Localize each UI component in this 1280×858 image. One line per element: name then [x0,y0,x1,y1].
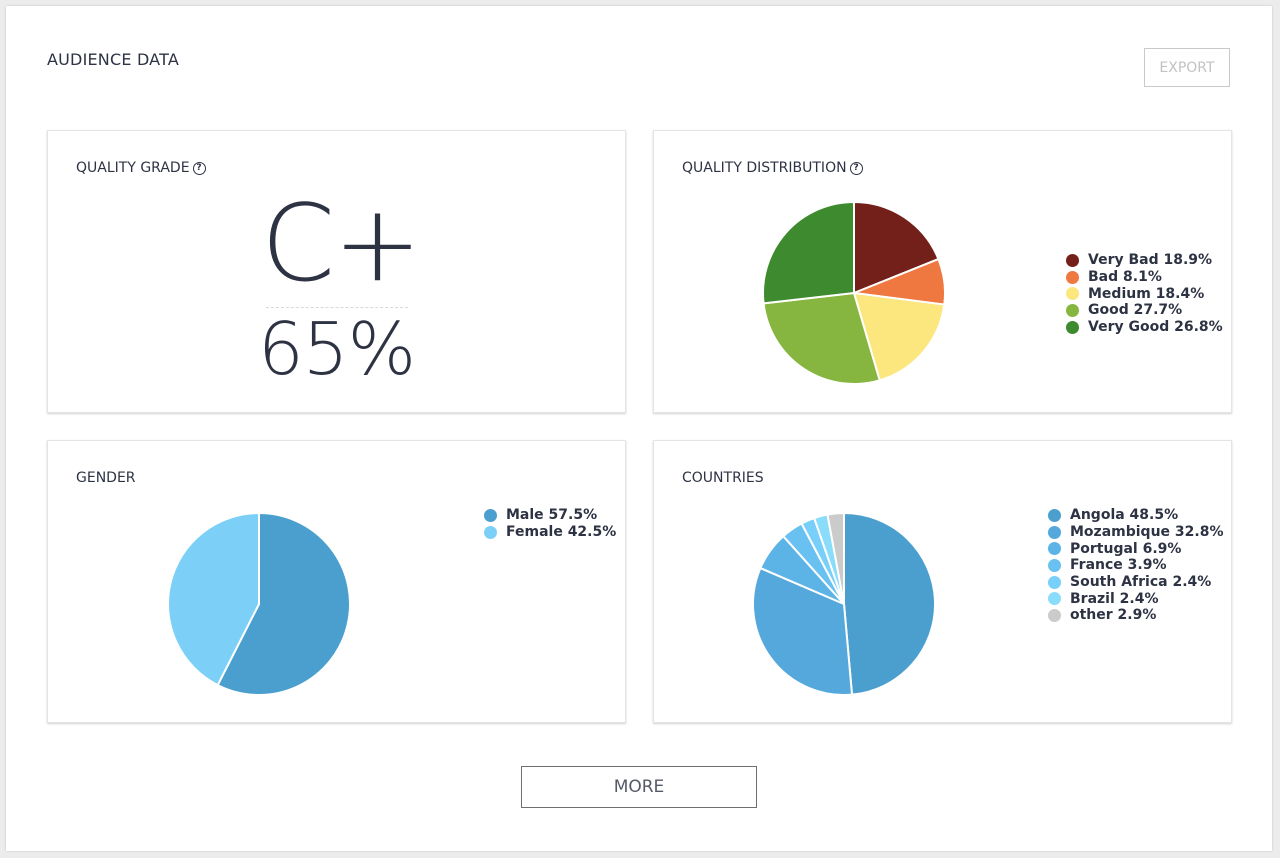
countries-pie-chart [752,511,937,697]
legend-label: Angola 48.5% [1070,507,1179,524]
legend-item-angola[interactable]: Angola 48.5% [1048,507,1223,524]
legend-label: Portugal 6.9% [1070,540,1182,557]
pie-slice-very-good[interactable] [762,201,855,305]
legend-label: Very Good 26.8% [1088,319,1223,336]
legend-label: Good 27.7% [1088,302,1183,319]
help-icon[interactable]: ? [849,161,863,175]
grade-divider [266,307,408,308]
legend-dot-icon [1048,508,1061,522]
gender-pie-chart [167,512,351,696]
legend-item-very-good[interactable]: Very Good 26.8% [1066,319,1223,336]
legend-label: Medium 18.4% [1088,285,1205,302]
more-button[interactable]: MORE [521,766,757,808]
legend-dot-icon [1048,542,1061,556]
help-icon[interactable]: ? [192,161,206,175]
quality-grade-title: QUALITY GRADE ? [76,160,206,176]
legend-dot-icon [1066,320,1079,334]
grade-percent: 65% [257,307,416,391]
legend-dot-icon [1066,253,1079,267]
pie-slice-mozambique[interactable] [752,567,854,697]
legend-item-france[interactable]: France 3.9% [1048,557,1223,574]
legend-dot-icon [484,508,497,522]
legend-item-bad[interactable]: Bad 8.1% [1066,269,1223,286]
pie-slice-medium[interactable] [853,292,946,382]
legend-item-male[interactable]: Male 57.5% [484,507,616,524]
legend-dot-icon [1048,575,1061,589]
pie-slice-male[interactable] [216,512,351,696]
legend-item-other[interactable]: other 2.9% [1048,607,1223,624]
quality-pie-chart [762,201,946,385]
countries-card: COUNTRIES Angola 48.5% Mozambique 32.8% Po… [653,440,1232,723]
pie-slice-female[interactable] [167,512,260,687]
legend-dot-icon [1066,270,1079,284]
legend-dot-icon [1066,303,1079,317]
legend-dot-icon [1048,608,1061,622]
legend-item-very-bad[interactable]: Very Bad 18.9% [1066,252,1223,269]
pie-slice-other[interactable] [826,511,845,605]
legend-dot-icon [1048,525,1061,539]
legend-label: Brazil 2.4% [1070,590,1159,607]
legend-dot-icon [1048,592,1061,606]
pie-slice-good[interactable] [762,292,881,385]
legend-label: Mozambique 32.8% [1070,524,1224,541]
legend-label: France 3.9% [1070,557,1167,574]
legend-dot-icon [484,525,497,539]
legend-label: Bad 8.1% [1088,269,1162,286]
legend-label: Very Bad 18.9% [1088,252,1213,269]
legend-item-medium[interactable]: Medium 18.4% [1066,285,1223,302]
gender-label: GENDER [76,470,136,486]
legend-label: Male 57.5% [506,507,598,524]
legend-dot-icon [1048,558,1061,572]
pie-slice-very-bad[interactable] [853,201,940,294]
countries-label: COUNTRIES [682,470,764,486]
legend-dot-icon [1066,287,1079,301]
export-button[interactable]: EXPORT [1144,48,1230,87]
gender-title: GENDER [76,470,136,486]
legend-label: South Africa 2.4% [1070,574,1212,591]
grade-letter: C+ [261,182,422,305]
quality-distribution-card: QUALITY DISTRIBUTION ? Very Bad 18.9% Bad… [653,130,1232,413]
legend-item-mozambique[interactable]: Mozambique 32.8% [1048,524,1223,541]
quality-grade-card: QUALITY GRADE ? C+ 65% [47,130,626,413]
legend-label: other 2.9% [1070,607,1157,624]
countries-legend: Angola 48.5% Mozambique 32.8% Portugal 6.9… [1048,507,1223,624]
quality-legend: Very Bad 18.9% Bad 8.1% Medium 18.4% Good 2… [1066,252,1223,335]
gender-legend: Male 57.5% Female 42.5% [484,507,616,540]
legend-item-brazil[interactable]: Brazil 2.4% [1048,590,1223,607]
page-title: AUDIENCE DATA [47,50,179,69]
legend-item-portugal[interactable]: Portugal 6.9% [1048,540,1223,557]
legend-item-south-africa[interactable]: South Africa 2.4% [1048,574,1223,591]
gender-card: GENDER Male 57.5% Female 42.5% [47,440,626,723]
legend-item-female[interactable]: Female 42.5% [484,524,616,541]
countries-title: COUNTRIES [682,470,764,486]
quality-grade-label: QUALITY GRADE [76,160,190,176]
quality-distribution-title: QUALITY DISTRIBUTION ? [682,160,863,176]
legend-label: Female 42.5% [506,524,617,541]
pie-slice-angola[interactable] [843,512,937,696]
quality-distribution-label: QUALITY DISTRIBUTION [682,160,847,176]
legend-item-good[interactable]: Good 27.7% [1066,302,1223,319]
